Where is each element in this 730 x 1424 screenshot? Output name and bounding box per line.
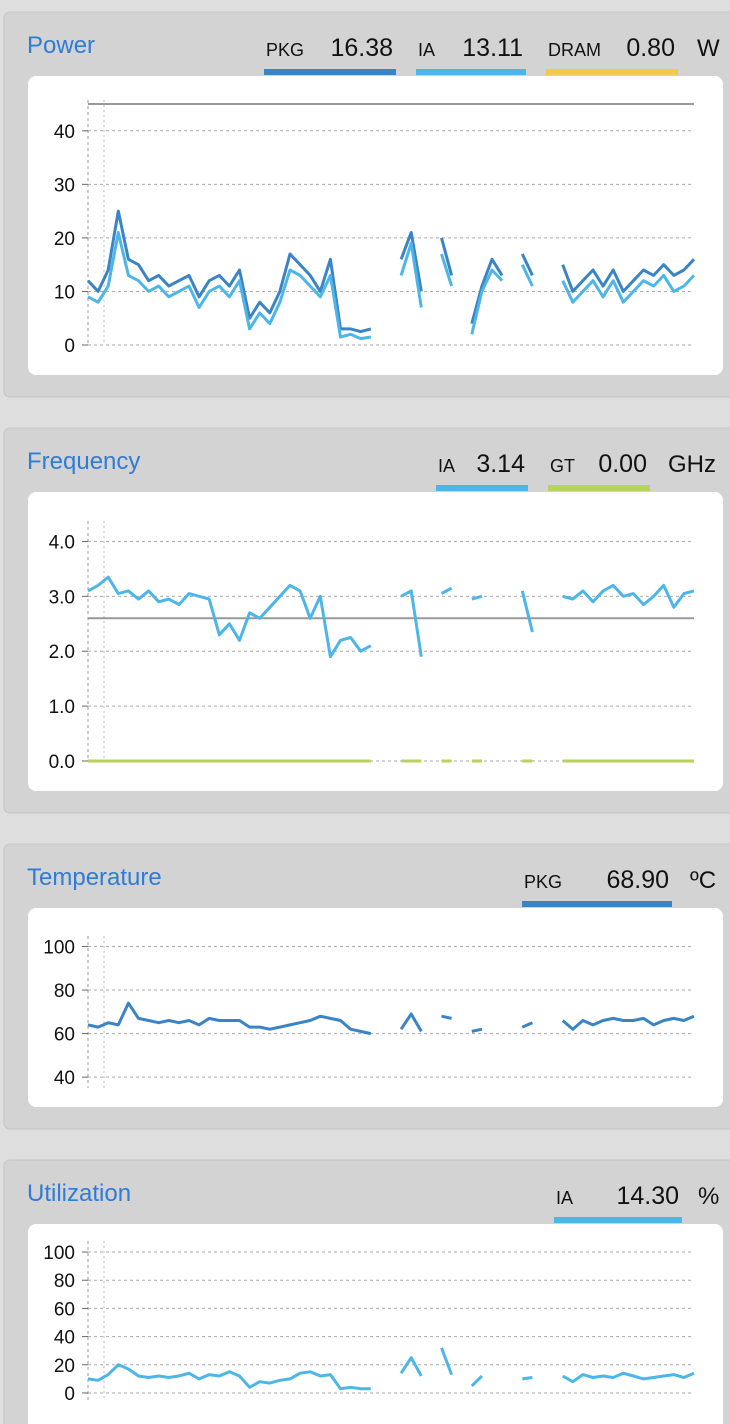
legend-swatch	[546, 69, 678, 75]
series-line	[87, 575, 695, 659]
legend-reading: 14.30	[616, 1182, 679, 1210]
y-tick-label: 20	[54, 229, 75, 250]
legend-name: PKG	[266, 40, 304, 60]
y-tick-label: 3.0	[49, 587, 75, 608]
series-line	[87, 1347, 695, 1391]
chart-card	[28, 492, 723, 791]
y-tick-label: 40	[54, 1328, 75, 1349]
y-tick-label: 60	[54, 1025, 75, 1046]
y-tick-label: 100	[43, 1243, 75, 1264]
y-tick-label: 40	[54, 1068, 75, 1089]
y-tick-label: 60	[54, 1299, 75, 1320]
legend-reading: 3.14	[476, 450, 525, 478]
y-tick-label: 30	[54, 175, 75, 196]
legend-reading: 13.11	[462, 34, 523, 62]
chart-card	[28, 76, 723, 375]
legend-name: IA	[418, 40, 435, 60]
chart-card	[28, 908, 723, 1107]
legend-swatch	[416, 69, 526, 75]
series-line	[87, 1001, 695, 1036]
series-line	[87, 231, 696, 341]
legend-swatch	[436, 485, 528, 491]
legend-reading: 0.00	[598, 450, 647, 478]
legend-swatch	[554, 1217, 682, 1223]
legend-swatch	[264, 69, 396, 75]
legend-name: IA	[438, 456, 455, 476]
legend-swatch	[548, 485, 650, 491]
series-line	[86, 209, 696, 334]
unit-label: W	[697, 35, 720, 62]
legend-reading: 0.80	[626, 34, 675, 62]
y-tick-label: 1.0	[49, 697, 75, 718]
legend-name: DRAM	[548, 40, 601, 60]
panel-title: Temperature	[27, 864, 162, 891]
legend-name: PKG	[524, 872, 562, 892]
panel-title: Frequency	[27, 448, 140, 475]
legend-reading: 16.38	[330, 34, 393, 62]
legend-name: IA	[556, 1188, 573, 1208]
panel-title: Power	[27, 32, 95, 59]
y-tick-label: 40	[54, 122, 75, 143]
legend-swatch	[522, 901, 672, 907]
unit-label: ºC	[690, 867, 716, 894]
y-tick-label: 2.0	[49, 642, 75, 663]
legend-reading: 68.90	[606, 866, 669, 894]
y-tick-label: 10	[54, 282, 75, 303]
y-tick-label: 0	[64, 336, 75, 357]
legend-name: GT	[550, 456, 575, 476]
y-tick-label: 80	[54, 981, 75, 1002]
y-tick-label: 100	[43, 938, 75, 959]
unit-label: GHz	[668, 451, 716, 478]
unit-label: %	[698, 1183, 719, 1210]
y-tick-label: 0	[64, 1384, 75, 1405]
y-tick-label: 0.0	[49, 752, 75, 773]
panel-title: Utilization	[27, 1180, 131, 1207]
y-tick-label: 20	[54, 1356, 75, 1377]
y-tick-label: 4.0	[49, 532, 75, 553]
chart-card	[28, 1224, 723, 1424]
y-tick-label: 80	[54, 1271, 75, 1292]
